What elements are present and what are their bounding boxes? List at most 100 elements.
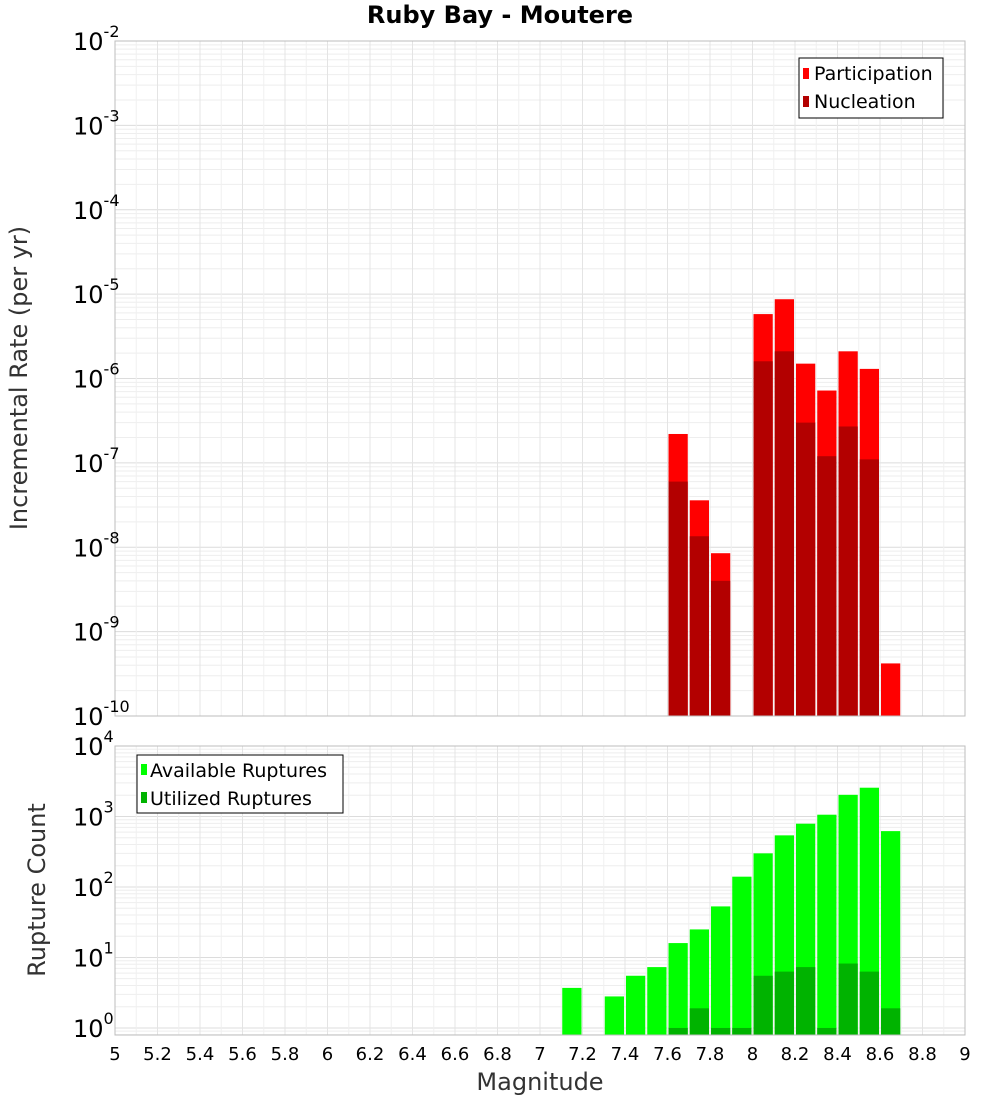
x-tick-label: 9 [959, 1044, 970, 1065]
x-tick-label: 8.6 [866, 1044, 895, 1065]
count-bar-s2-8.55 [859, 971, 879, 1035]
count-bar-s2-8.65 [881, 1008, 901, 1035]
y-tick-label: 10-8 [73, 528, 120, 562]
x-tick-label: 7.4 [611, 1044, 640, 1065]
rate-panel: 10-10 10-9 10-8 10-7 10-6 10-5 10-4 10-3 10-2 In… [5, 22, 966, 731]
x-tick-label: 6.2 [356, 1044, 385, 1065]
y-tick-exponent: -5 [104, 275, 120, 294]
x-tick-label: 6.8 [483, 1044, 512, 1065]
count-bar-s1-8.65 [881, 831, 901, 1035]
rate-bar-s2-7.75 [689, 536, 709, 716]
rate-panel-bars [668, 299, 901, 716]
x-axis-ticks: 5 5.2 5.4 5.6 5.8 6 6.2 6.4 6.6 6.8 7 7.2 7.4 7.6 7.8 8… [109, 1044, 970, 1065]
rate-panel-y-axis-label: Incremental Rate (per yr) [5, 226, 33, 530]
x-tick-label: 5 [109, 1044, 120, 1065]
rate-bar-s2-8.05 [753, 361, 773, 716]
x-tick-label: 7.8 [696, 1044, 725, 1065]
count-bar-s2-8.35 [817, 1027, 837, 1035]
rate-bar-s2-8.45 [838, 426, 858, 716]
y-tick-label: 103 [73, 797, 114, 831]
x-tick-label: 8.8 [908, 1044, 937, 1065]
legend-label-participation: Participation [814, 63, 933, 85]
rate-panel-legend: Participation Nucleation [798, 57, 944, 119]
rate-bar-s2-7.65 [668, 481, 688, 716]
count-bar-s2-8.05 [753, 975, 773, 1035]
legend-swatch-participation [803, 68, 809, 79]
legend-swatch-nucleation [803, 96, 809, 107]
rate-bar-s2-8.15 [774, 351, 794, 716]
count-bar-s2-8.15 [774, 971, 794, 1035]
count-panel-frame [114, 745, 966, 1036]
count-bar-s1-7.95 [732, 876, 752, 1035]
chart-title: Ruby Bay - Moutere [367, 1, 633, 29]
legend-box [798, 57, 944, 119]
count-bar-s2-7.65 [668, 1027, 688, 1035]
count-bar-s2-8.45 [838, 963, 858, 1035]
y-tick-exponent: -6 [104, 360, 120, 379]
y-tick-exponent: 3 [104, 797, 114, 816]
count-bar-s1-7.45 [626, 975, 646, 1035]
y-tick-exponent: -4 [104, 191, 120, 210]
count-panel-bars [562, 787, 901, 1035]
y-tick-exponent: 1 [104, 938, 114, 957]
y-tick-label: 10-4 [73, 191, 120, 225]
x-tick-label: 5.6 [228, 1044, 257, 1065]
count-bar-s1-7.65 [668, 943, 688, 1035]
count-panel-y-axis-label: Rupture Count [23, 803, 51, 977]
count-bar-s1-7.35 [604, 996, 624, 1035]
x-tick-label: 5.4 [186, 1044, 215, 1065]
y-tick-label: 104 [73, 727, 114, 761]
rate-bar-s2-7.85 [711, 580, 731, 716]
y-tick-label: 102 [73, 868, 114, 902]
x-tick-label: 6.6 [441, 1044, 470, 1065]
y-tick-exponent: -7 [104, 444, 120, 463]
rate-bar-s2-8.25 [796, 422, 816, 716]
y-tick-label: 10-9 [73, 613, 120, 647]
y-tick-label: 10-10 [73, 697, 130, 731]
count-bar-s1-7.55 [647, 967, 667, 1035]
y-tick-exponent: -8 [104, 528, 120, 547]
x-axis-label: Magnitude [476, 1068, 603, 1096]
legend-label-nucleation: Nucleation [814, 91, 916, 113]
x-tick-label: 7 [534, 1044, 545, 1065]
rate-panel-frame [114, 40, 966, 717]
count-bar-s1-7.15 [562, 987, 582, 1035]
y-tick-label: 10-7 [73, 444, 120, 478]
x-tick-label: 8 [747, 1044, 758, 1065]
x-tick-label: 5.2 [143, 1044, 172, 1065]
y-tick-exponent: 2 [104, 868, 114, 887]
count-bar-s2-7.75 [689, 1008, 709, 1035]
y-tick-exponent: -2 [104, 22, 120, 41]
legend-swatch-available [141, 764, 147, 775]
x-tick-label: 5.8 [271, 1044, 300, 1065]
rate-bar-s2-8.55 [859, 459, 879, 716]
count-bar-s2-8.25 [796, 967, 816, 1035]
y-tick-exponent: -3 [104, 106, 120, 125]
y-tick-label: 10-5 [73, 275, 120, 309]
x-tick-label: 8.4 [823, 1044, 852, 1065]
x-tick-label: 6 [322, 1044, 333, 1065]
count-bar-s1-8.35 [817, 814, 837, 1035]
y-tick-label: 100 [73, 1009, 114, 1043]
x-tick-label: 7.6 [653, 1044, 682, 1065]
count-panel-legend: Available Ruptures Utilized Ruptures [136, 754, 344, 814]
legend-box [136, 754, 344, 814]
rate-panel-grid [114, 40, 966, 717]
x-tick-label: 8.2 [781, 1044, 810, 1065]
y-tick-exponent: 4 [104, 727, 114, 746]
legend-label-utilized: Utilized Ruptures [150, 788, 312, 810]
y-tick-exponent: -9 [104, 613, 120, 632]
y-tick-exponent: 0 [104, 1009, 114, 1028]
y-tick-label: 10-2 [73, 22, 120, 56]
count-bar-s1-7.85 [711, 906, 731, 1035]
y-tick-label: 10-3 [73, 106, 120, 140]
rate-bar-s1-8.65 [881, 663, 901, 716]
legend-swatch-utilized [141, 792, 147, 803]
rate-panel-y-ticks: 10-10 10-9 10-8 10-7 10-6 10-5 10-4 10-3 10-2 [73, 22, 130, 731]
legend-label-available: Available Ruptures [150, 760, 327, 782]
count-bar-s2-7.85 [711, 1027, 731, 1035]
y-tick-label: 10-6 [73, 360, 120, 394]
